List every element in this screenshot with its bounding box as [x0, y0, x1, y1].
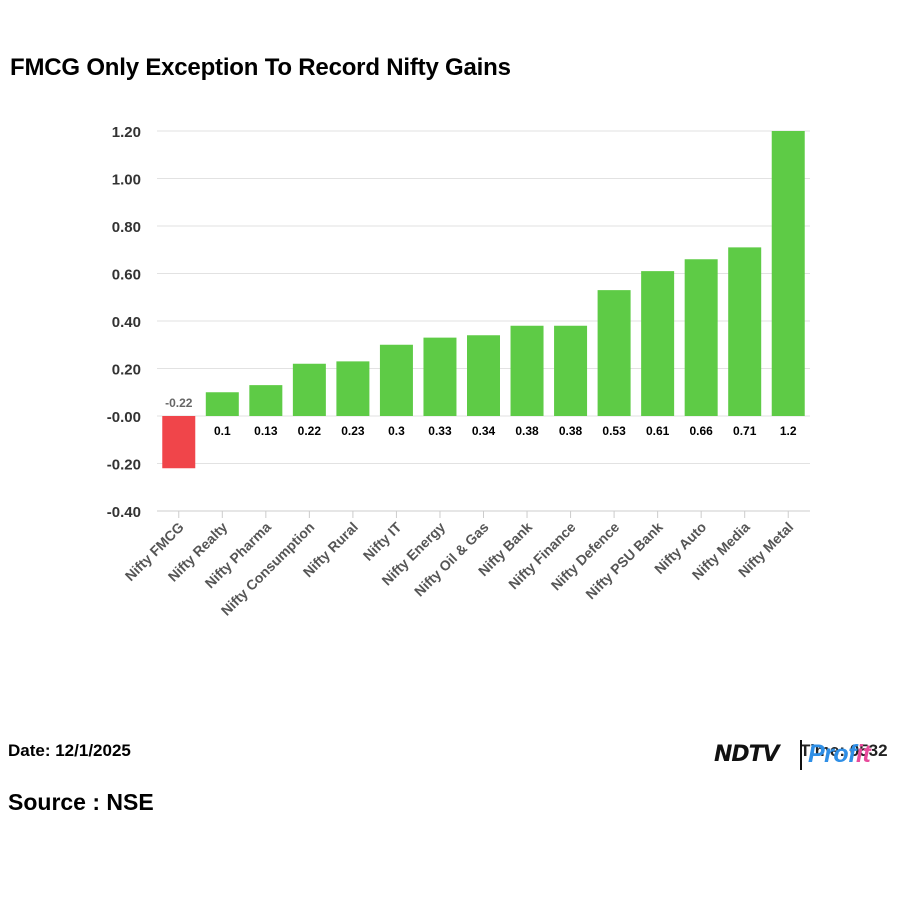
logo-profit-text: Profit	[808, 740, 871, 768]
bar-value-label: 0.22	[298, 424, 322, 438]
x-axis	[157, 510, 810, 518]
bar-value-label: 0.33	[428, 424, 452, 438]
logo-separator	[800, 740, 802, 770]
bar-value-label: 1.2	[780, 424, 797, 438]
y-tick-label: 0.60	[112, 267, 141, 284]
bars	[162, 131, 805, 469]
chart-title: FMCG Only Exception To Record Nifty Gain…	[10, 54, 511, 81]
bar	[641, 271, 675, 416]
time-label: Time: 0532	[800, 741, 888, 760]
ndtv-profit-logo: NDTV Profit	[714, 740, 894, 772]
bar-value-label: 0.66	[689, 424, 713, 438]
bar	[423, 337, 457, 416]
bar-value-label: 0.38	[515, 424, 539, 438]
bar-value-label: 0.34	[472, 424, 496, 438]
bar	[771, 131, 805, 416]
bar	[292, 363, 326, 416]
bar	[597, 290, 631, 416]
bar	[379, 344, 413, 416]
bar-value-label: 0.61	[646, 424, 670, 438]
y-tick-label: -0.00	[107, 409, 141, 426]
bar-value-label: 0.13	[254, 424, 278, 438]
logo-ndtv-text: NDTV	[714, 742, 780, 767]
bar-value-label: 0.38	[559, 424, 583, 438]
bar	[684, 259, 718, 416]
value-labels: -0.22 0.1 0.13 0.22 0.23 0.3 0.33 0.34 0.38 0.38 0…	[165, 396, 797, 438]
y-tick-label: 1.20	[112, 124, 141, 141]
x-tick-label: Nifty PSU Bank	[582, 519, 666, 603]
bar-value-label: 0.53	[602, 424, 626, 438]
y-tick-label: 1.00	[112, 172, 141, 189]
y-tick-label: 0.80	[112, 219, 141, 236]
date-label: Date: 12/1/2025	[8, 741, 131, 760]
bar-value-label: 0.71	[733, 424, 757, 438]
bar	[162, 416, 196, 469]
y-tick-label: 0.40	[112, 314, 141, 331]
y-axis-ticks: 1.20 1.00 0.80 0.60 0.40 0.20 -0.00 -0.20 -0.40	[107, 124, 141, 521]
bar	[554, 325, 588, 416]
bar	[728, 247, 762, 416]
bar-value-label: -0.22	[165, 396, 193, 410]
y-tick-label: -0.40	[107, 504, 141, 521]
y-tick-label: 0.20	[112, 362, 141, 379]
bar	[205, 392, 239, 416]
bar	[249, 385, 283, 416]
bar-value-label: 0.23	[341, 424, 365, 438]
x-tick-label: Nifty Oil & Gas	[411, 519, 492, 600]
bar-value-label: 0.1	[214, 424, 231, 438]
y-tick-label: -0.20	[107, 457, 141, 474]
source-label: Source : NSE	[8, 789, 154, 815]
bar	[467, 335, 500, 416]
bar-value-label: 0.3	[388, 424, 405, 438]
bar	[336, 361, 370, 416]
bar	[510, 325, 544, 416]
